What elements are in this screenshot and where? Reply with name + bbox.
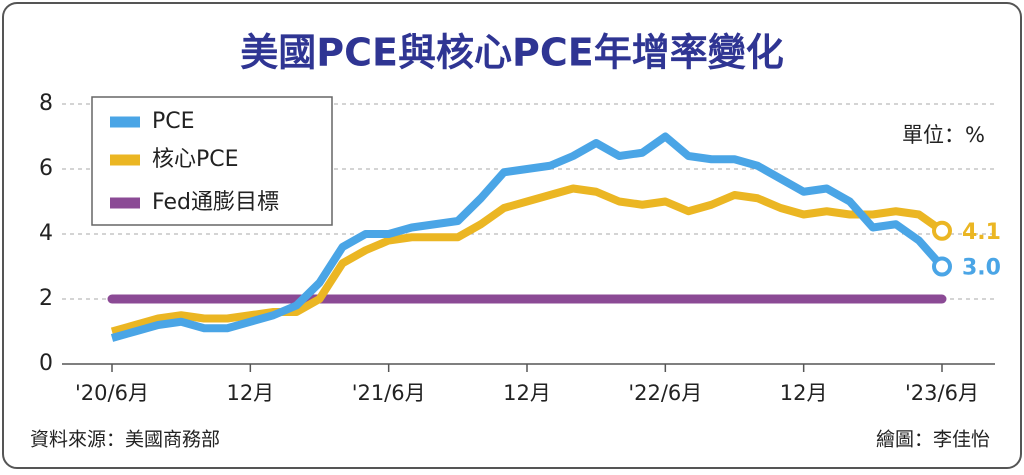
source: 資料來源：美國商務部 — [30, 429, 220, 451]
x-tick-label: 12月 — [226, 381, 274, 405]
y-tick-label: 8 — [39, 91, 53, 116]
series-line — [110, 184, 945, 336]
credit: 繪圖：李佳怡 — [876, 429, 990, 451]
x-tick-label: 12月 — [780, 381, 828, 405]
x-tick-label: '20/6月 — [75, 381, 149, 405]
value-label: 4.1 — [962, 220, 1001, 245]
end-marker — [932, 220, 952, 241]
x-tick-label: '22/6月 — [628, 381, 702, 405]
x-tick-label: '21/6月 — [352, 381, 426, 405]
legend-label: Fed通膨目標 — [152, 190, 279, 215]
series-line — [110, 132, 945, 342]
x-tick-label: 12月 — [503, 381, 551, 405]
y-tick-label: 6 — [39, 156, 53, 181]
y-tick-label: 2 — [39, 286, 53, 311]
x-tick-label: '23/6月 — [905, 381, 979, 405]
y-tick-label: 4 — [39, 221, 53, 246]
legend-label: 核心PCE — [152, 147, 239, 172]
legend-label: PCE — [152, 109, 195, 134]
chart-title: 美國PCE與核心PCE年增率變化 — [240, 31, 783, 75]
value-label: 3.0 — [962, 256, 1001, 281]
unit-label: 單位：% — [902, 123, 985, 147]
y-tick-label: 0 — [39, 351, 53, 376]
end-marker — [932, 256, 952, 277]
